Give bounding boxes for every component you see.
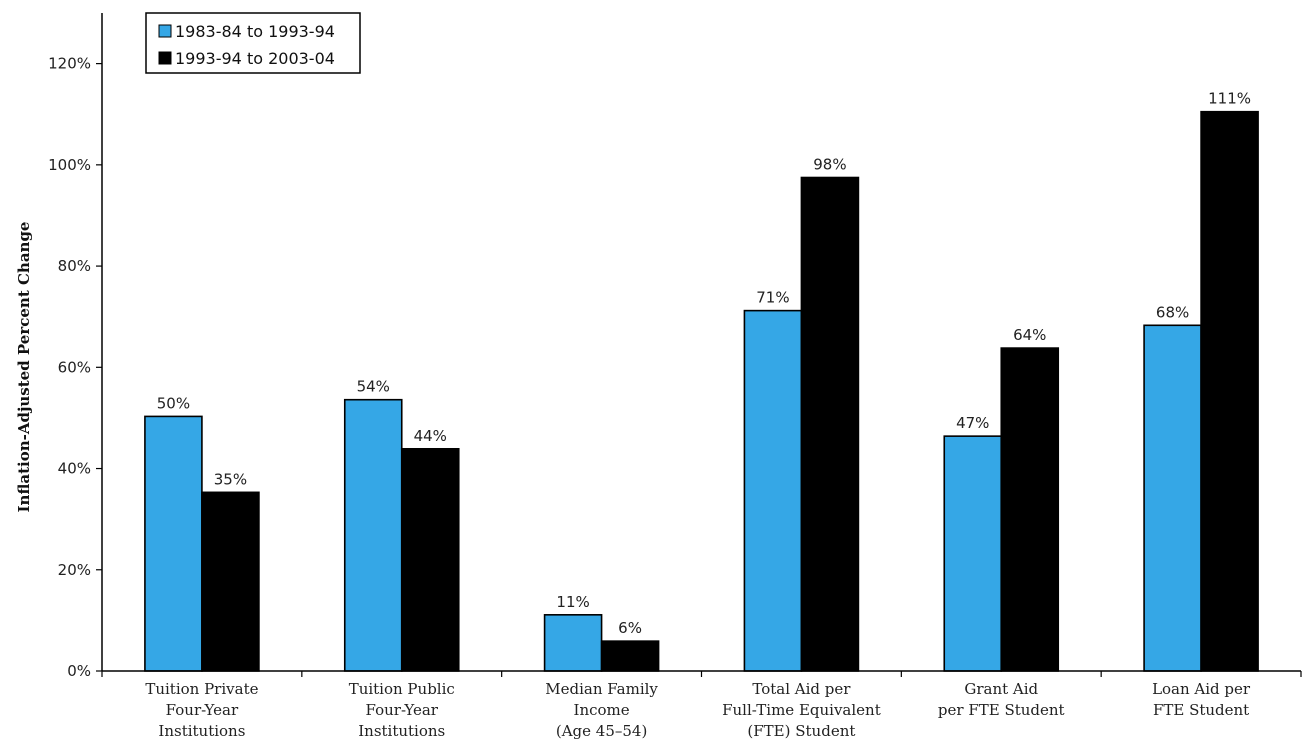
data-label: 11% — [556, 593, 589, 611]
x-category-label: Grant Aid per FTE Student — [938, 680, 1065, 719]
data-label: 64% — [1013, 326, 1046, 344]
x-category-label: Total Aid per Full-Time Equivalent (FTE) S… — [722, 680, 881, 740]
y-tick-label: 80% — [58, 257, 91, 275]
x-category-label: Loan Aid per FTE Student — [1152, 680, 1251, 719]
data-label: 50% — [157, 394, 190, 412]
y-tick-label: 120% — [48, 55, 91, 73]
x-category-label: Median Family Income (Age 45–54) — [545, 680, 658, 740]
legend-swatch — [158, 24, 172, 38]
x-category-label: Tuition Private Four-Year Institutions — [145, 680, 258, 740]
bar-series-1 — [144, 415, 203, 672]
data-label: 98% — [813, 156, 846, 174]
bar-series-2 — [600, 640, 660, 672]
bar-series-1 — [943, 435, 1003, 672]
data-label: 54% — [357, 378, 390, 396]
data-label: 71% — [756, 289, 789, 307]
data-label: 6% — [618, 619, 642, 637]
bar-series-2 — [800, 176, 860, 672]
legend: 1983-84 to 1993-94 1993-94 to 2003-04 — [145, 12, 361, 74]
y-tick-label: 60% — [58, 358, 91, 376]
data-label: 35% — [214, 470, 247, 488]
data-label: 111% — [1208, 90, 1251, 108]
legend-box — [145, 12, 361, 74]
bar-series-2 — [201, 491, 260, 672]
y-axis-title: Inflation-Adjusted Percent Change — [15, 222, 33, 513]
data-label: 44% — [414, 427, 447, 445]
bar-series-2 — [1000, 347, 1060, 672]
y-tick-label: 100% — [48, 156, 91, 174]
legend-label: 1983-84 to 1993-94 — [175, 22, 335, 41]
bar-series-1 — [1143, 324, 1202, 672]
bar-series-1 — [343, 398, 403, 672]
bar-series-1 — [743, 309, 803, 672]
data-label: 47% — [956, 414, 989, 432]
data-label: 68% — [1156, 303, 1189, 321]
legend-label: 1993-94 to 2003-04 — [175, 49, 335, 68]
x-category-label: Tuition Public Four-Year Institutions — [349, 680, 455, 740]
bar-series-2 — [400, 447, 460, 672]
bar-series-1 — [543, 614, 603, 672]
y-tick-label: 40% — [58, 460, 91, 478]
y-tick-label: 0% — [67, 662, 91, 680]
y-tick-label: 20% — [58, 561, 91, 579]
bar-series-2 — [1200, 110, 1259, 672]
legend-swatch — [158, 51, 172, 65]
